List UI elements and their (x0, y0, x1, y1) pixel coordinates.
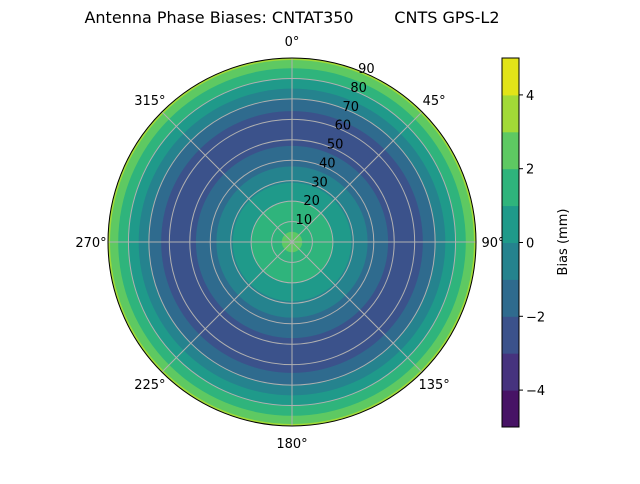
chart-title: Antenna Phase Biases: CNTAT350 CNTS GPS-… (84, 8, 499, 27)
angular-gridline (161, 241, 293, 373)
colorbar-segment (502, 131, 519, 170)
colorbar-label: Bias (mm) (556, 209, 571, 276)
colorbar-segment (502, 316, 519, 354)
angular-gridline (161, 111, 293, 243)
angle-tick-label: 0° (285, 35, 300, 50)
colorbar-segment (502, 353, 519, 391)
colorbar-segment (502, 390, 519, 428)
colorbar-tick-label: −4 (526, 384, 545, 399)
radial-tick-label: 70 (342, 100, 359, 115)
colorbar-segment (502, 205, 519, 243)
radial-tick-label: 30 (311, 175, 328, 190)
radial-tick-label: 10 (296, 213, 313, 228)
polar-grid (108, 58, 476, 426)
radial-tick-label: 40 (319, 156, 336, 171)
radial-tick-label: 60 (335, 119, 352, 134)
angle-tick-label: 90° (481, 236, 504, 251)
angle-tick-label: 315° (134, 94, 165, 109)
angle-tick-label: 45° (423, 94, 446, 109)
colorbar: −4 −2 0 2 4 (501, 57, 545, 428)
radial-tick-label: 50 (327, 138, 344, 153)
radial-tick-label: 80 (350, 81, 367, 96)
angle-tick-label: 270° (75, 236, 106, 251)
radial-tick-label: 90 (358, 62, 375, 77)
colorbar-segment (502, 94, 519, 133)
colorbar-tick-label: −2 (526, 310, 545, 325)
colorbar-tick-label: 0 (526, 237, 534, 252)
angular-gridline (291, 111, 423, 243)
colorbar-segment (502, 279, 519, 317)
colorbar-tick-label: 2 (526, 163, 534, 178)
polar-frame (107, 57, 477, 427)
colorbar-tick-label: 4 (526, 89, 534, 104)
colorbar-segment (502, 242, 519, 280)
angle-tick-label: 225° (134, 378, 165, 393)
angle-tick-label: 180° (276, 437, 307, 452)
angle-tick-labels: 0° 45° 90° 135° 180° 225° 270° 315° (75, 35, 504, 452)
colorbar-segment (502, 58, 519, 96)
angle-tick-label: 135° (418, 378, 449, 393)
radial-tick-label: 20 (303, 194, 320, 209)
angular-gridline (291, 241, 423, 373)
radial-tick-labels: 10 20 30 40 50 60 70 80 90 (296, 62, 375, 228)
colorbar-segment (502, 168, 519, 207)
